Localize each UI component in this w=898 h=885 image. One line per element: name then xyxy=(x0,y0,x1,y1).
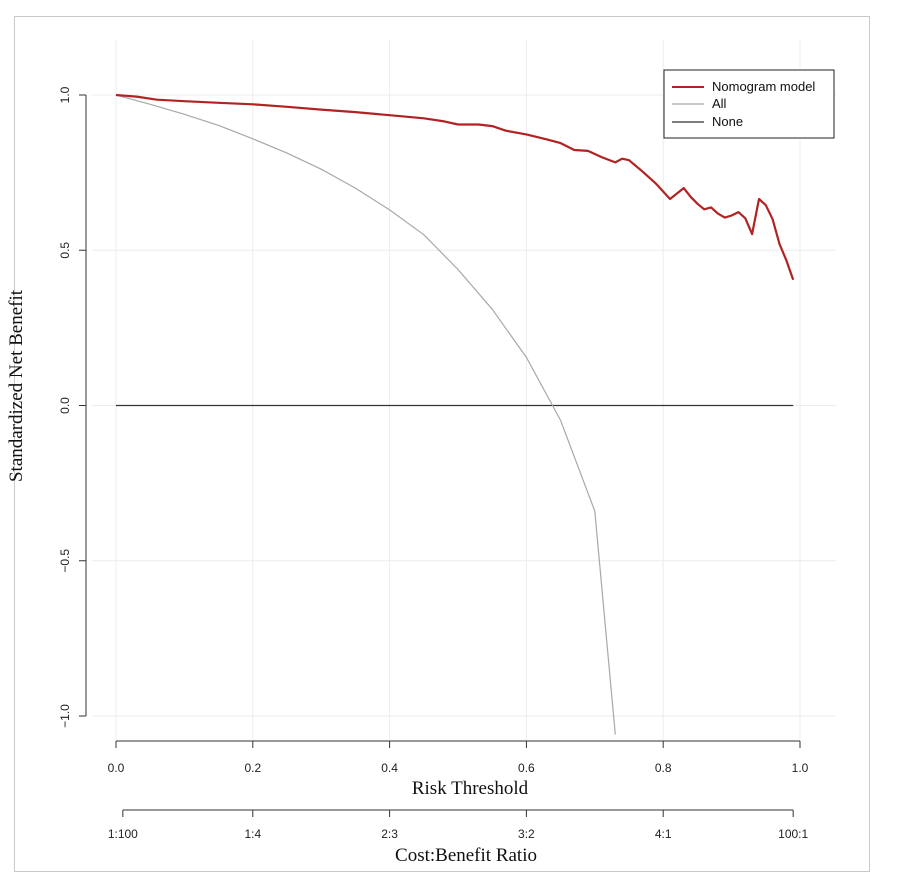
y-axis-title: Standardized Net Benefit xyxy=(6,289,27,482)
axes: −1.0 −0.5 0.0 0.5 1.0 0.0 0.2 0.4 0.6 0.8 1.0 1:100… xyxy=(58,86,808,841)
x-tick-label-2: 0.4 xyxy=(381,761,398,775)
x-axis-title: Risk Threshold xyxy=(412,778,529,799)
nomogram-model-line xyxy=(115,93,795,281)
legend-label-nomogram: Nomogram model xyxy=(712,79,815,94)
cost-benefit-tick-label-2: 2:3 xyxy=(381,827,398,841)
x-tick-label-0: 0.0 xyxy=(108,761,125,775)
x-tick-label-1: 0.2 xyxy=(244,761,261,775)
y-tick-label-3: 0.5 xyxy=(58,242,72,259)
x-tick-label-4: 0.8 xyxy=(655,761,672,775)
x-tick-label-3: 0.6 xyxy=(518,761,535,775)
legend-label-none: None xyxy=(712,114,743,129)
cost-benefit-tick-label-4: 4:1 xyxy=(655,827,672,841)
cost-benefit-tick-label-0: 1:100 xyxy=(108,827,138,841)
y-tick-label-0: −1.0 xyxy=(58,704,72,728)
series-layer xyxy=(115,93,795,735)
cost-benefit-tick-label-3: 3:2 xyxy=(518,827,535,841)
y-tick-label-2: 0.0 xyxy=(58,397,72,414)
cost-benefit-tick-label-5: 100:1 xyxy=(778,827,808,841)
chart-frame xyxy=(14,16,870,872)
legend-label-all: All xyxy=(712,96,727,111)
cost-benefit-tick-label-1: 1:4 xyxy=(244,827,261,841)
cost-benefit-axis-title: Cost:Benefit Ratio xyxy=(395,845,537,866)
grid-lines xyxy=(92,40,836,740)
y-tick-label-1: −0.5 xyxy=(58,549,72,573)
all-line xyxy=(115,94,616,735)
x-tick-label-5: 1.0 xyxy=(792,761,809,775)
legend: Nomogram model All None xyxy=(663,69,835,139)
y-tick-label-4: 1.0 xyxy=(58,86,72,103)
